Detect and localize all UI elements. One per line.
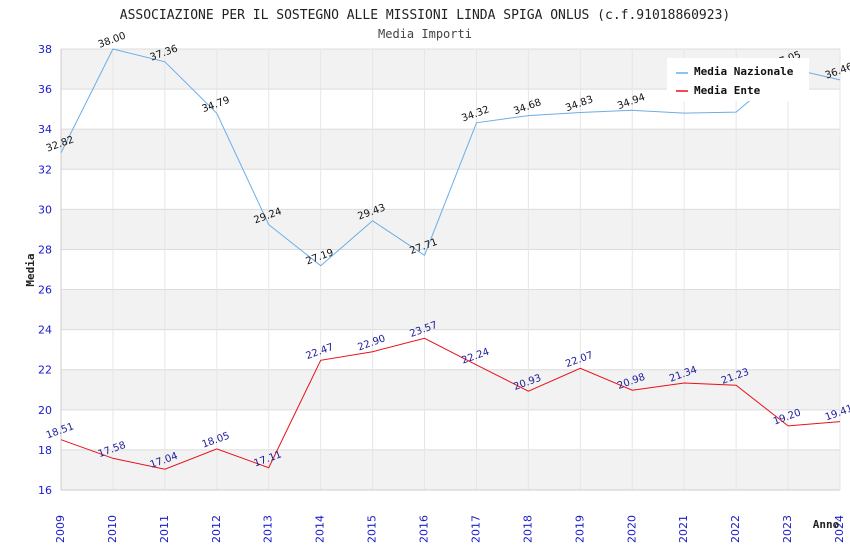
grid-band: [61, 369, 840, 410]
x-tick-label: 2018: [521, 515, 534, 543]
x-tick-label: 2022: [729, 515, 742, 543]
y-tick-label: 34: [38, 123, 52, 136]
x-tick-label: 2021: [677, 515, 690, 543]
x-tick-label: 2024: [833, 515, 846, 543]
y-tick-label: 18: [38, 444, 52, 457]
y-tick-label: 32: [38, 163, 52, 176]
y-tick-label: 38: [38, 43, 52, 56]
series-line-nazionale: [60, 48, 841, 267]
y-tick-label: 22: [38, 364, 52, 377]
series-lines: [60, 48, 841, 470]
plot-area: [60, 49, 840, 491]
chart-subtitle: Media Importi: [378, 27, 472, 41]
legend-label-nazionale: Media Nazionale: [694, 65, 794, 78]
background-bands: [61, 49, 840, 490]
x-tick-label: 2011: [158, 515, 171, 543]
x-tick-label: 2019: [573, 515, 586, 543]
y-tick-label: 36: [38, 83, 52, 96]
legend-box: [667, 58, 809, 101]
legend-label-ente: Media Ente: [694, 84, 761, 97]
x-tick-label: 2017: [469, 515, 482, 543]
y-tick-label: 28: [38, 243, 52, 256]
x-tick-label: 2020: [625, 515, 638, 543]
x-tick-label: 2023: [781, 515, 794, 543]
x-tick-label: 2016: [418, 515, 431, 543]
x-axis: 2009 2010 2011 2012 2013 2014 2015 2016 2017 2018…: [54, 515, 846, 543]
grid-band: [61, 129, 840, 170]
series-line-ente: [60, 337, 841, 470]
y-tick-label: 30: [38, 203, 52, 216]
gridlines: [60, 48, 841, 491]
y-axis-label: Media: [24, 253, 37, 286]
grid-band: [61, 209, 840, 250]
data-label-nazionale: 38.00: [97, 31, 128, 51]
grid-band: [61, 449, 840, 490]
data-label-ente: 22.24: [460, 347, 491, 367]
x-axis-label: Anno: [813, 518, 840, 531]
y-tick-label: 24: [38, 324, 52, 337]
y-tick-label: 20: [38, 404, 52, 417]
data-label-nazionale: 34.68: [512, 97, 543, 117]
legend: Media Nazionale Media Ente: [667, 58, 809, 101]
grid-band: [61, 289, 840, 330]
x-tick-label: 2014: [314, 515, 327, 543]
x-tick-label: 2010: [106, 515, 119, 543]
y-tick-label: 26: [38, 284, 52, 297]
data-label-nazionale: 34.94: [616, 92, 647, 112]
x-tick-label: 2013: [262, 515, 275, 543]
y-tick-label: 16: [38, 484, 52, 497]
data-label-nazionale: 34.83: [564, 94, 595, 114]
data-label-ente: 18.05: [201, 430, 232, 450]
x-tick-label: 2009: [54, 515, 67, 543]
chart-title: ASSOCIAZIONE PER IL SOSTEGNO ALLE MISSIO…: [120, 8, 730, 23]
data-label-ente: 19.20: [772, 407, 803, 427]
x-tick-label: 2012: [210, 515, 223, 543]
data-label-ente: 22.07: [564, 350, 595, 370]
data-label-ente: 22.90: [356, 333, 387, 353]
y-axis: 16 18 20 22 24 26 28 30 32 34 36 38: [38, 43, 52, 497]
data-label-ente: 18.51: [45, 421, 76, 441]
x-tick-label: 2015: [366, 515, 379, 543]
